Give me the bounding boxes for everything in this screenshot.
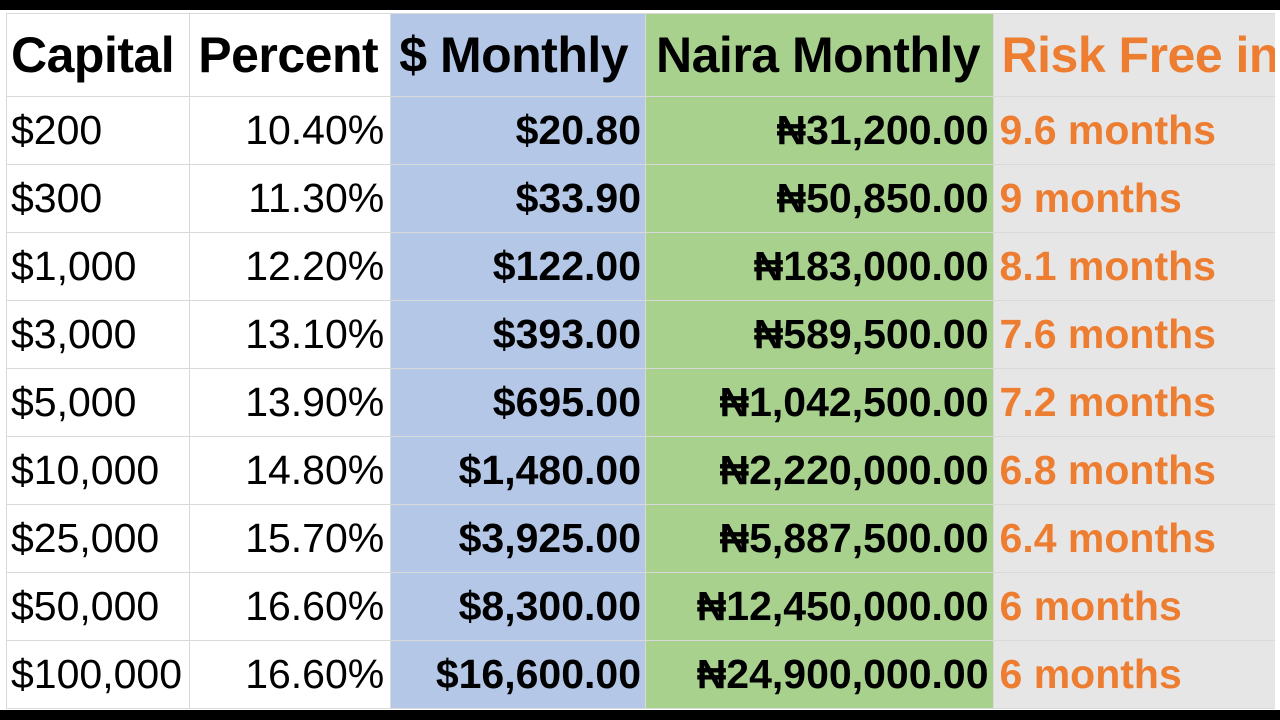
- table-row: $25,000 15.70% $3,925.00 ₦5,887,500.00 6.4 m…: [5, 504, 1280, 573]
- table-row: $10,000 14.80% $1,480.00 ₦2,220,000.00 6.8 m…: [5, 436, 1280, 505]
- cell-naira-monthly[interactable]: ₦24,900,000.00: [645, 640, 994, 709]
- cell-naira-monthly[interactable]: ₦183,000.00: [645, 232, 994, 301]
- cell-naira-monthly[interactable]: ₦1,042,500.00: [645, 368, 994, 437]
- cell-capital[interactable]: $200: [5, 96, 191, 165]
- cell-naira-monthly[interactable]: ₦50,850.00: [645, 164, 994, 233]
- cell-naira-monthly[interactable]: ₦2,220,000.00: [645, 436, 994, 505]
- cell-risk-free[interactable]: 7.2 months: [992, 368, 1280, 437]
- cell-usd-monthly[interactable]: $20.80: [390, 96, 647, 165]
- cell-risk-free[interactable]: 6.4 months: [992, 504, 1280, 573]
- cell-percent[interactable]: 13.90%: [189, 368, 392, 437]
- cell-risk-free[interactable]: 9 months: [992, 164, 1280, 233]
- cell-percent[interactable]: 10.40%: [189, 96, 392, 165]
- cell-usd-monthly[interactable]: $16,600.00: [390, 640, 647, 709]
- cell-percent[interactable]: 13.10%: [189, 300, 392, 369]
- cell-risk-free[interactable]: 7.6 months: [992, 300, 1280, 369]
- cell-percent[interactable]: 12.20%: [189, 232, 392, 301]
- table-row: $1,000 12.20% $122.00 ₦183,000.00 8.1 months: [5, 232, 1280, 301]
- cell-percent[interactable]: 16.60%: [189, 572, 392, 641]
- cell-usd-monthly[interactable]: $695.00: [390, 368, 647, 437]
- table-row: $100,000 16.60% $16,600.00 ₦24,900,000.00 6 …: [5, 640, 1280, 709]
- cell-percent[interactable]: 15.70%: [189, 504, 392, 573]
- header-naira-monthly[interactable]: Naira Monthly: [645, 13, 994, 97]
- header-usd-monthly[interactable]: $ Monthly: [390, 13, 647, 97]
- cell-capital[interactable]: $10,000: [5, 436, 191, 505]
- cell-risk-free[interactable]: 6.8 months: [992, 436, 1280, 505]
- cell-capital[interactable]: $50,000: [5, 572, 191, 641]
- cell-risk-free[interactable]: 6 months: [992, 572, 1280, 641]
- table-row: $50,000 16.60% $8,300.00 ₦12,450,000.00 6 mo…: [5, 572, 1280, 641]
- spreadsheet: Capital Percent $ Monthly Naira Monthly …: [0, 10, 1280, 710]
- cell-naira-monthly[interactable]: ₦5,887,500.00: [645, 504, 994, 573]
- cell-percent[interactable]: 14.80%: [189, 436, 392, 505]
- cell-usd-monthly[interactable]: $8,300.00: [390, 572, 647, 641]
- cell-usd-monthly[interactable]: $1,480.00: [390, 436, 647, 505]
- cell-capital[interactable]: $3,000: [5, 300, 191, 369]
- cell-usd-monthly[interactable]: $122.00: [390, 232, 647, 301]
- cell-usd-monthly[interactable]: $33.90: [390, 164, 647, 233]
- cell-risk-free[interactable]: 6 months: [992, 640, 1280, 709]
- cell-capital[interactable]: $100,000: [5, 640, 191, 709]
- cell-risk-free[interactable]: 9.6 months: [992, 96, 1280, 165]
- header-risk-free[interactable]: Risk Free in: [992, 13, 1280, 97]
- cell-percent[interactable]: 11.30%: [189, 164, 392, 233]
- table-row: $200 10.40% $20.80 ₦31,200.00 9.6 months: [5, 96, 1280, 165]
- cell-percent[interactable]: 16.60%: [189, 640, 392, 709]
- cell-risk-free[interactable]: 8.1 months: [992, 232, 1280, 301]
- cell-naira-monthly[interactable]: ₦31,200.00: [645, 96, 994, 165]
- cell-capital[interactable]: $300: [5, 164, 191, 233]
- cell-capital[interactable]: $1,000: [5, 232, 191, 301]
- sheet-edge: [1275, 10, 1280, 710]
- cell-naira-monthly[interactable]: ₦589,500.00: [645, 300, 994, 369]
- cell-capital[interactable]: $5,000: [5, 368, 191, 437]
- header-capital[interactable]: Capital: [5, 13, 191, 97]
- header-row: Capital Percent $ Monthly Naira Monthly …: [5, 13, 1280, 97]
- header-percent[interactable]: Percent: [189, 13, 392, 97]
- investment-table: Capital Percent $ Monthly Naira Monthly …: [5, 13, 1280, 709]
- cell-usd-monthly[interactable]: $393.00: [390, 300, 647, 369]
- cell-usd-monthly[interactable]: $3,925.00: [390, 504, 647, 573]
- table-row: $300 11.30% $33.90 ₦50,850.00 9 months: [5, 164, 1280, 233]
- table-row: $5,000 13.90% $695.00 ₦1,042,500.00 7.2 mont…: [5, 368, 1280, 437]
- cell-naira-monthly[interactable]: ₦12,450,000.00: [645, 572, 994, 641]
- table-row: $3,000 13.10% $393.00 ₦589,500.00 7.6 months: [5, 300, 1280, 369]
- cell-capital[interactable]: $25,000: [5, 504, 191, 573]
